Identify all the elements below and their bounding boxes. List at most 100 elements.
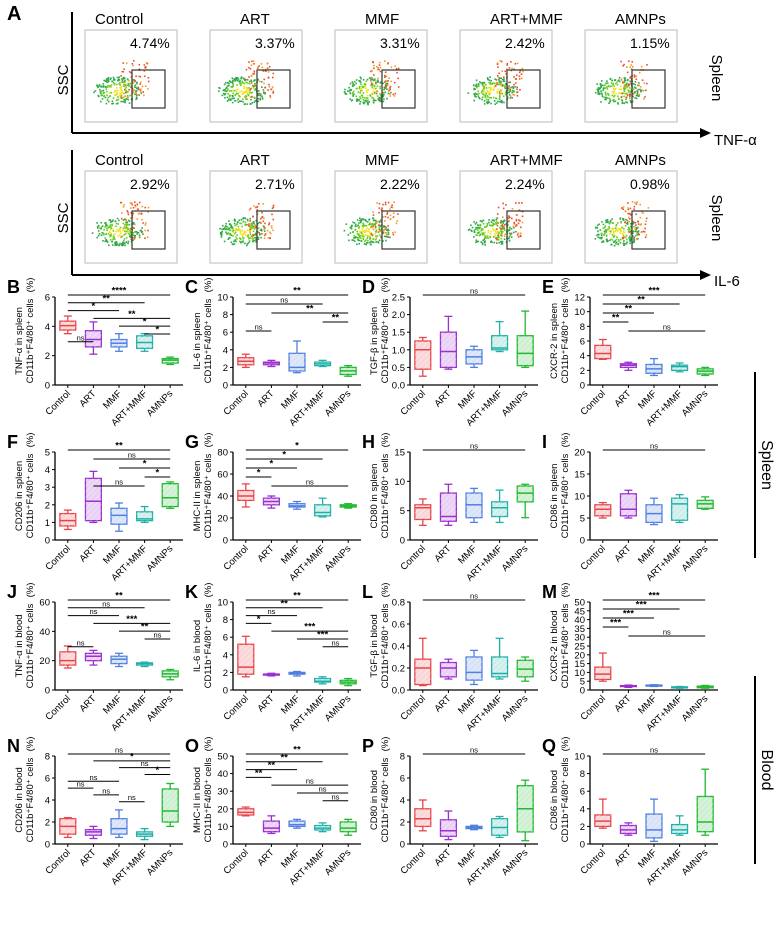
flow-dot bbox=[382, 100, 385, 103]
flow-dot bbox=[488, 93, 491, 95]
flow-dot bbox=[597, 90, 600, 92]
flow-dot bbox=[237, 93, 239, 95]
flow-dot bbox=[112, 81, 115, 84]
flow-dot bbox=[496, 82, 499, 84]
flow-dot bbox=[262, 70, 264, 72]
flow-dot bbox=[235, 223, 238, 226]
flow-dot bbox=[606, 238, 608, 241]
x-tick-label: ART bbox=[255, 543, 276, 564]
flow-dot bbox=[383, 88, 385, 91]
flow-dot bbox=[372, 97, 374, 99]
flow-dot bbox=[389, 236, 391, 239]
flow-dot bbox=[637, 223, 640, 225]
flow-dot bbox=[376, 202, 378, 204]
flow-dot bbox=[253, 96, 255, 99]
flow-dot bbox=[255, 241, 257, 243]
flow-dot bbox=[356, 87, 358, 90]
flow-dot bbox=[103, 94, 106, 97]
y-label-line-2: CD11b⁺F4/80⁺ cells bbox=[380, 298, 391, 383]
sig-label: ** bbox=[115, 591, 123, 602]
sig-label: ns bbox=[319, 784, 327, 793]
flow-dot bbox=[508, 86, 510, 89]
flow-dot bbox=[242, 220, 245, 223]
flow-dot bbox=[609, 77, 612, 80]
y-tick-label: 2 bbox=[223, 363, 228, 374]
panel-letter: H bbox=[362, 432, 375, 452]
flow-dot bbox=[226, 96, 229, 99]
flow-dot bbox=[108, 80, 110, 83]
flow-dot bbox=[234, 224, 236, 227]
x-tick-label: ART bbox=[432, 543, 453, 564]
flow-dot bbox=[389, 208, 391, 211]
flow-dot bbox=[636, 238, 638, 241]
flow-dot bbox=[123, 234, 125, 236]
flow-dot bbox=[258, 221, 261, 224]
flow-dot bbox=[121, 91, 124, 94]
flow-dot bbox=[357, 224, 359, 226]
flow-dot bbox=[617, 95, 619, 98]
flow-dot bbox=[500, 220, 503, 222]
flow-dot bbox=[237, 101, 240, 104]
flow-dot bbox=[371, 86, 374, 88]
flow-plot-frame bbox=[459, 29, 553, 123]
flow-dot bbox=[516, 214, 519, 217]
flow-dot bbox=[122, 241, 124, 244]
flow-dot bbox=[241, 229, 243, 232]
flow-dot bbox=[635, 87, 637, 89]
flow-dot bbox=[508, 237, 510, 240]
flow-dot bbox=[512, 86, 514, 88]
flow-dot bbox=[129, 94, 131, 97]
flow-dot bbox=[109, 225, 111, 228]
flow-dot bbox=[349, 98, 351, 100]
y-tick-label: 30 bbox=[574, 633, 585, 644]
box-MMF bbox=[110, 652, 128, 668]
flow-dot bbox=[123, 99, 125, 101]
panel-a-letter: A bbox=[7, 3, 21, 25]
flow-dot bbox=[250, 81, 253, 83]
sig-label: ns bbox=[470, 746, 478, 755]
flow-dot bbox=[239, 81, 242, 84]
flow-dot bbox=[625, 92, 628, 95]
flow-dot bbox=[629, 242, 631, 245]
flow-dot bbox=[392, 216, 395, 218]
flow-dot bbox=[484, 241, 486, 244]
flow-dot bbox=[116, 92, 118, 94]
box-Control bbox=[59, 509, 77, 531]
flow-dot bbox=[390, 91, 392, 94]
flow-dot bbox=[368, 228, 370, 230]
sig-label: * bbox=[295, 441, 299, 452]
box-hatch bbox=[594, 345, 611, 359]
box-ART+MMF bbox=[136, 505, 154, 524]
flow-dot bbox=[607, 92, 609, 95]
flow-dot bbox=[511, 89, 514, 92]
flow-dot bbox=[644, 96, 646, 98]
flow-dot bbox=[605, 82, 607, 85]
flow-dot bbox=[598, 88, 601, 90]
flow-dot bbox=[603, 96, 605, 99]
flow-dot bbox=[635, 224, 637, 226]
flow-dot bbox=[615, 92, 617, 95]
flow-dot bbox=[254, 89, 256, 91]
flow-dot bbox=[479, 233, 482, 236]
x-tick-label: AMNPs bbox=[680, 388, 711, 419]
flow-dot bbox=[600, 83, 602, 86]
flow-dot bbox=[476, 93, 478, 95]
flow-dot bbox=[126, 210, 129, 212]
flow-dot bbox=[121, 212, 123, 214]
flow-dot bbox=[237, 99, 239, 101]
flow-dot bbox=[377, 241, 379, 243]
y-tick-label: 5 bbox=[400, 506, 405, 517]
y-tick-label: 15 bbox=[394, 448, 405, 459]
flow-dot bbox=[260, 81, 263, 83]
y-tick-label: 10 bbox=[217, 293, 228, 304]
x-tick-label: AMNPs bbox=[680, 543, 711, 574]
flow-dots bbox=[91, 201, 150, 247]
flow-dot bbox=[383, 229, 385, 232]
flow-dot bbox=[109, 219, 112, 221]
box-ART+MMF bbox=[314, 676, 332, 685]
flow-dot bbox=[124, 242, 126, 244]
flow-dot bbox=[379, 82, 382, 84]
flow-dot bbox=[232, 79, 234, 82]
flow-dot bbox=[263, 226, 265, 228]
